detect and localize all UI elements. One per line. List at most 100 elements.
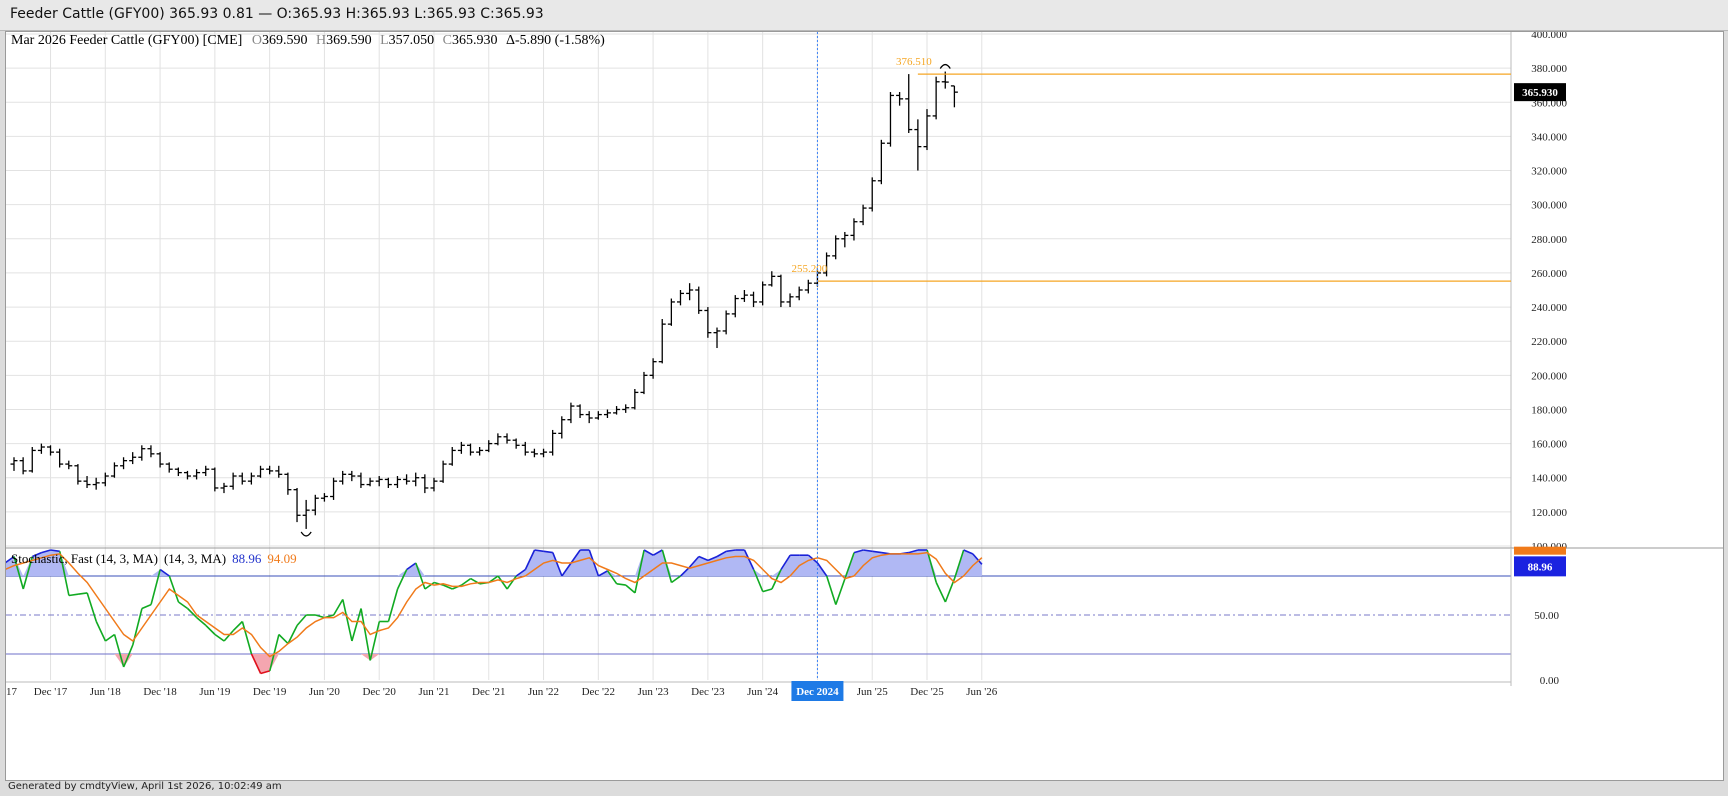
k-line-segment [816, 562, 828, 577]
ohlc-bar [430, 477, 438, 492]
k-line-segment [497, 575, 508, 590]
k-line-segment [205, 624, 216, 636]
k-line-segment [844, 552, 855, 579]
price-bars [10, 63, 958, 537]
ohlc-bar [859, 204, 867, 226]
k-line-segment [342, 599, 353, 642]
ohlc-bar [731, 295, 739, 318]
chart-canvas[interactable]: Mar 2026 Feeder Cattle (GFY00) [CME] O36… [6, 32, 1723, 780]
time-tick-label: Dec '23 [691, 686, 725, 698]
ohlc-bar [56, 448, 64, 468]
ohlc-bar [19, 457, 27, 475]
ohlc-bar [868, 177, 876, 212]
k-line-segment [835, 578, 846, 605]
k-line-segment [963, 549, 974, 555]
ohlc-bar [777, 274, 785, 308]
k-line-segment [652, 549, 663, 556]
time-tick-label: Jun '23 [638, 686, 670, 698]
ohlc-bar [613, 406, 621, 415]
price-tick-label: 240.000 [1531, 302, 1567, 314]
open-label: O [252, 33, 262, 48]
ohlc-bar [896, 92, 904, 106]
ohlc-bar [28, 447, 36, 473]
ohlc-bar [850, 218, 858, 241]
time-tick-label: Dec '22 [582, 686, 615, 698]
ohlc-bar [476, 447, 484, 456]
k-line-segment [534, 549, 544, 553]
ohlc-bar [147, 445, 155, 458]
ohlc-bar [923, 109, 931, 151]
ohlc-bar [841, 231, 849, 248]
time-tick-label: Jun '22 [528, 686, 559, 698]
ohlc-bar [832, 235, 840, 260]
k-line-segment [424, 581, 435, 590]
ohlc-bar [229, 472, 237, 490]
k-line-segment [260, 670, 270, 675]
change-value: Δ-5.890 (-1.58%) [506, 33, 605, 48]
price-tick-label: 340.000 [1531, 131, 1567, 143]
ohlc-bar [339, 470, 347, 485]
time-tick-label: Jun '19 [199, 686, 231, 698]
k-line-segment [68, 593, 79, 597]
close-value: 365.930 [452, 33, 498, 48]
ohlc-bar [193, 469, 201, 480]
low-label: L [380, 33, 389, 48]
k-line-segment [908, 549, 919, 554]
ohlc-bar [247, 472, 255, 485]
ohlc-bar [348, 470, 356, 482]
k-line-segment [606, 570, 618, 585]
ohlc-bar [257, 465, 265, 478]
time-tick-label: Jun '26 [966, 686, 998, 698]
ohlc-bar [47, 445, 55, 456]
k-line-segment [296, 614, 307, 626]
time-tick-label: Jun '24 [747, 686, 779, 698]
ohlc-bar [284, 472, 292, 495]
ohlc-bar [576, 404, 584, 418]
k-line-segment [716, 550, 727, 558]
open-value: 369.590 [262, 33, 308, 48]
ohlc-bar [631, 388, 639, 410]
window-title-bar: Feeder Cattle (GFY00) 365.93 0.81 — O:36… [0, 0, 1728, 31]
window-title: Feeder Cattle (GFY00) 365.93 0.81 — O:36… [10, 6, 544, 22]
k-line-segment [104, 633, 116, 642]
ohlc-bar [695, 286, 703, 314]
time-tick-label: 17 [6, 686, 18, 698]
k-line-segment [86, 592, 98, 622]
chart-header: Mar 2026 Feeder Cattle (GFY00) [CME] O36… [11, 33, 605, 48]
ohlc-bar [330, 477, 338, 500]
k-line-segment [387, 588, 399, 622]
ohlc-bar [658, 319, 666, 364]
ohlc-bar [101, 472, 109, 487]
k-line-segment [77, 592, 88, 595]
chart-frame[interactable]: Mar 2026 Feeder Cattle (GFY00) [CME] O36… [5, 31, 1724, 781]
grid [6, 32, 1511, 680]
crosshair-date-badge [791, 681, 844, 701]
k-line-segment [223, 630, 234, 642]
footer-text: Generated by cmdtyView, April 1st 2026, … [8, 781, 282, 792]
ohlc-bar [530, 448, 538, 458]
ohlc-bar [603, 409, 611, 418]
ohlc-bar [37, 443, 45, 454]
k-line-segment [369, 621, 381, 661]
k-line-segment [122, 644, 134, 668]
price-tick-label: 280.000 [1531, 234, 1567, 246]
ohlc-bar [412, 472, 420, 487]
price-tick-label: 120.000 [1531, 507, 1567, 519]
low-level-label: 255.200 [791, 263, 827, 275]
price-tick-label: 220.000 [1531, 336, 1567, 348]
level-lines: 376.510 255.200 [791, 56, 1511, 282]
k-line-segment [743, 549, 755, 570]
ohlc-bar [640, 371, 648, 395]
k-line-segment [113, 634, 125, 668]
stoch-last-label: 88.96 [1528, 561, 1553, 573]
high-value: 369.590 [326, 33, 372, 48]
ohlc-bar [914, 119, 922, 171]
ohlc-bar [138, 445, 146, 461]
k-line-segment [752, 569, 764, 592]
ohlc-bar [594, 411, 602, 420]
k-line-segment [863, 549, 873, 553]
k-line-segment [972, 553, 983, 565]
k-line-segment [825, 575, 837, 605]
k-line-segment [150, 569, 161, 605]
ohlc-bar [156, 452, 164, 468]
